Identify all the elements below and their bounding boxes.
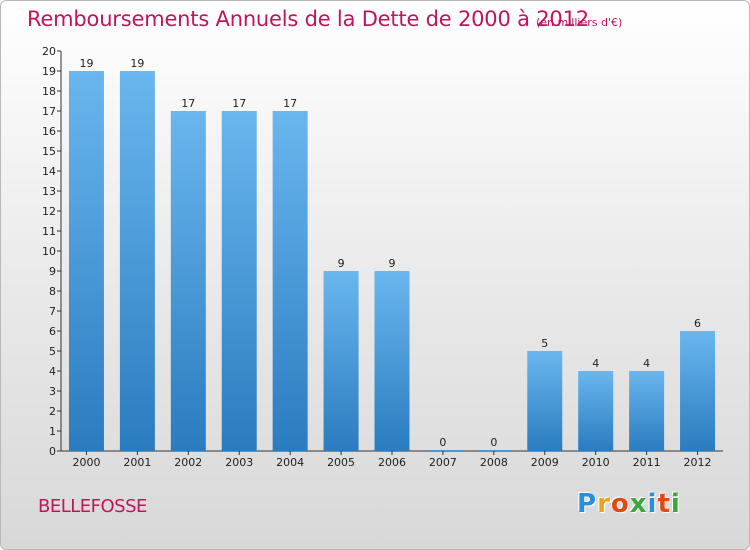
y-tick-label: 14 — [42, 165, 56, 178]
bar — [680, 331, 716, 451]
x-tick-label: 2008 — [480, 456, 508, 469]
logo-letter: x — [629, 489, 648, 519]
data-label: 17 — [232, 97, 246, 110]
x-tick-label: 2002 — [174, 456, 202, 469]
data-label: 9 — [389, 257, 396, 270]
bar — [578, 371, 614, 451]
data-label: 9 — [338, 257, 345, 270]
x-tick-label: 2007 — [429, 456, 457, 469]
x-tick-label: 2004 — [276, 456, 304, 469]
data-label: 17 — [283, 97, 297, 110]
y-tick-label: 5 — [49, 345, 56, 358]
logo-letter: t — [657, 489, 671, 519]
y-tick-label: 2 — [49, 405, 56, 418]
bar — [476, 450, 512, 451]
x-tick-label: 2000 — [72, 456, 100, 469]
data-label: 6 — [694, 317, 701, 330]
logo-letter: P — [577, 489, 598, 519]
logo-letter: r — [597, 489, 611, 519]
y-tick-label: 1 — [49, 425, 56, 438]
data-label: 4 — [643, 357, 650, 370]
y-tick-label: 15 — [42, 145, 56, 158]
data-label: 19 — [130, 57, 144, 70]
x-axis: 2000 2001 2002 2003 2004 2005 2006 2007 2008 2009… — [61, 450, 723, 469]
data-label: 19 — [79, 57, 93, 70]
commune-name: BELLEFOSSE — [38, 496, 147, 517]
bar — [170, 111, 206, 451]
proxiti-logo: Proxiti — [577, 489, 681, 519]
x-tick-label: 2001 — [123, 456, 151, 469]
chart-subtitle: (en milliers d'€) — [536, 16, 623, 29]
chart-title: Remboursements Annuels de la Dette de 20… — [27, 7, 589, 31]
x-tick-label: 2006 — [378, 456, 406, 469]
bar — [272, 111, 308, 451]
y-tick-label: 19 — [42, 65, 56, 78]
x-tick-label: 2003 — [225, 456, 253, 469]
bar — [323, 271, 359, 451]
data-label: 5 — [541, 337, 548, 350]
y-tick-label: 7 — [49, 305, 56, 318]
bar — [527, 351, 563, 451]
x-tick-label: 2005 — [327, 456, 355, 469]
bar — [68, 71, 104, 451]
data-label: 17 — [181, 97, 195, 110]
bar — [425, 450, 461, 451]
data-label: 4 — [592, 357, 599, 370]
bars: 19 19 17 17 17 9 9 0 0 5 4 4 6 — [68, 57, 716, 451]
y-tick-label: 12 — [42, 205, 56, 218]
y-tick-label: 17 — [42, 105, 56, 118]
y-tick-label: 0 — [49, 445, 56, 458]
y-tick-label: 16 — [42, 125, 56, 138]
bar — [629, 371, 665, 451]
y-tick-label: 4 — [49, 365, 56, 378]
y-tick-label: 11 — [42, 225, 56, 238]
bar — [221, 111, 257, 451]
y-tick-label: 9 — [49, 265, 56, 278]
y-tick-label: 3 — [49, 385, 56, 398]
y-tick-label: 20 — [42, 45, 56, 58]
logo-letter: i — [670, 489, 681, 519]
data-label: 0 — [490, 436, 497, 449]
y-tick-label: 13 — [42, 185, 56, 198]
logo-letter: i — [647, 489, 658, 519]
logo-letter: o — [610, 489, 630, 519]
x-tick-label: 2009 — [531, 456, 559, 469]
data-label: 0 — [439, 436, 446, 449]
y-tick-label: 18 — [42, 85, 56, 98]
y-tick-label: 8 — [49, 285, 56, 298]
y-tick-label: 10 — [42, 245, 56, 258]
y-tick-label: 6 — [49, 325, 56, 338]
x-tick-label: 2011 — [633, 456, 661, 469]
x-tick-label: 2012 — [684, 456, 712, 469]
bar — [119, 71, 155, 451]
bar — [374, 271, 410, 451]
x-tick-label: 2010 — [582, 456, 610, 469]
